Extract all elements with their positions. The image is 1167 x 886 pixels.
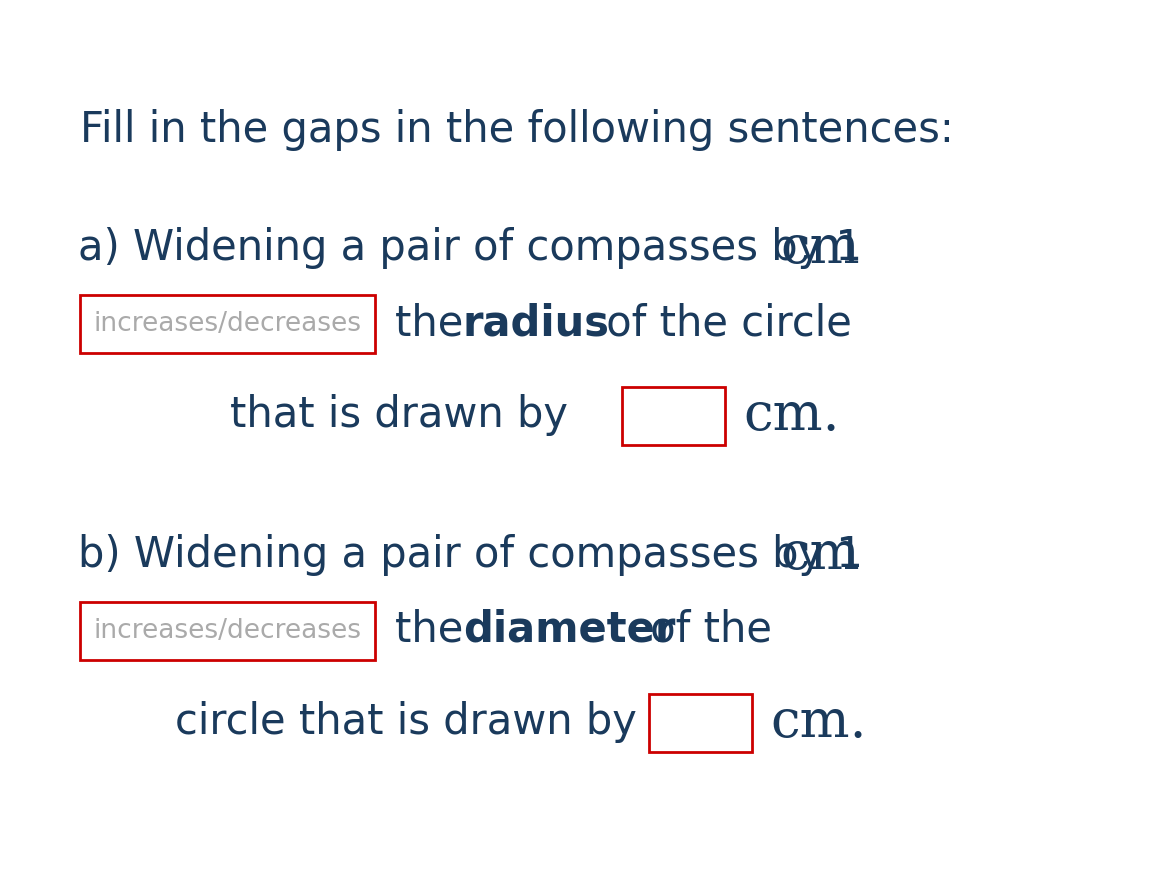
Text: increases/decreases: increases/decreases — [93, 311, 362, 337]
Text: increases/decreases: increases/decreases — [93, 618, 362, 644]
Text: that is drawn by: that is drawn by — [230, 394, 581, 436]
Text: cm.: cm. — [743, 390, 839, 440]
Text: cm.: cm. — [770, 696, 867, 748]
Text: diameter: diameter — [463, 609, 676, 651]
Text: cm: cm — [780, 222, 860, 274]
Text: radius: radius — [463, 302, 610, 344]
Bar — [622, 387, 725, 445]
Text: circle that is drawn by: circle that is drawn by — [175, 701, 650, 743]
Text: cm: cm — [780, 530, 860, 580]
Text: a) Widening a pair of compasses by 1: a) Widening a pair of compasses by 1 — [78, 227, 875, 269]
Bar — [81, 295, 375, 353]
Text: Fill in the gaps in the following sentences:: Fill in the gaps in the following senten… — [81, 109, 953, 151]
Bar — [649, 694, 752, 752]
Bar — [81, 602, 375, 660]
Text: of the circle: of the circle — [593, 302, 852, 344]
Text: of the: of the — [637, 609, 773, 651]
Text: the: the — [394, 302, 476, 344]
Text: the: the — [394, 609, 476, 651]
Text: b) Widening a pair of compasses by 1: b) Widening a pair of compasses by 1 — [78, 534, 876, 576]
